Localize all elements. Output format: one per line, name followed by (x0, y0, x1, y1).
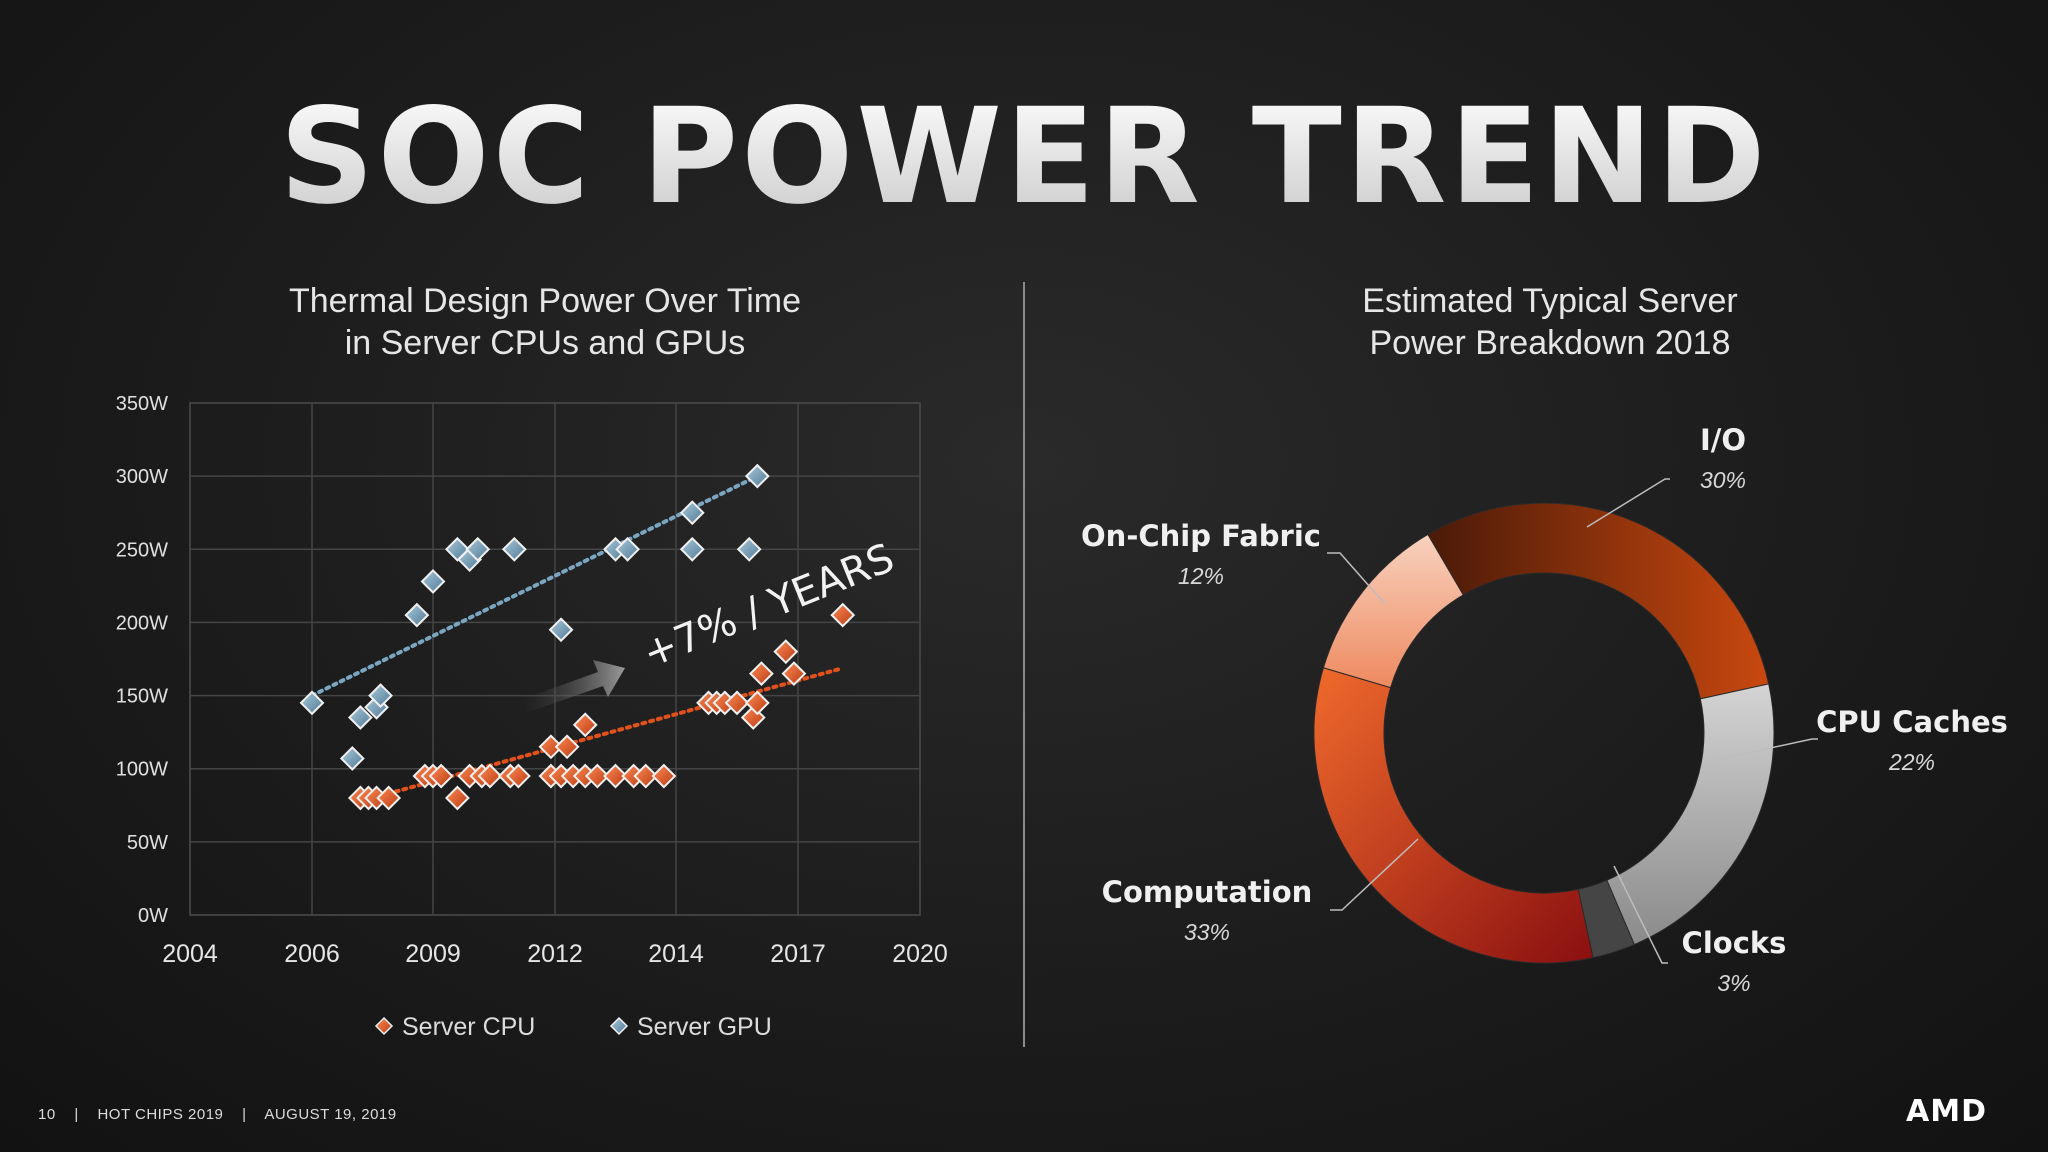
y-tick-label: 100W (116, 759, 168, 781)
legend-gpu-label: Server GPU (637, 1013, 772, 1041)
gpu-trendline (310, 474, 760, 698)
gpu-point (501, 536, 527, 562)
legend-gpu-marker (609, 1016, 629, 1036)
pct-clocks: 3% (1717, 970, 1750, 996)
slide-title: SOC POWER TREND (0, 80, 2048, 234)
y-tick-label: 250W (116, 539, 168, 561)
x-tick-label: 2006 (284, 940, 340, 968)
leader-line-computation (1330, 838, 1419, 911)
donut-slice-io (1427, 502, 1770, 700)
y-tick-label: 300W (116, 466, 168, 488)
gpu-point (420, 569, 446, 594)
footer-event: HOT CHIPS 2019 (97, 1106, 224, 1123)
x-tick-label: 2017 (770, 940, 826, 968)
x-tick-label: 2020 (892, 940, 948, 968)
cpu-point (505, 763, 531, 789)
cpu-point (744, 690, 770, 716)
donut-slice-on-chip-fabric (1322, 533, 1464, 689)
cpu-point (538, 734, 564, 760)
gpu-point (465, 536, 491, 562)
x-tick-label: 2004 (162, 940, 218, 968)
label-on-chip-fabric: On-Chip Fabric (1081, 519, 1321, 553)
legend-cpu-marker (374, 1016, 394, 1036)
gpu-point (299, 690, 325, 716)
vertical-divider (1023, 282, 1025, 1047)
donut-slice-computation (1313, 667, 1594, 964)
leader-line-cpu-caches (1705, 738, 1818, 763)
cpu-point (633, 763, 659, 789)
cpu-point (444, 785, 470, 811)
gpu-point (368, 683, 393, 708)
gpu-point (347, 705, 373, 730)
y-tick-label: 0W (138, 905, 168, 927)
cpu-point (830, 602, 856, 628)
x-tick-label: 2009 (405, 940, 461, 968)
cpu-point (428, 763, 454, 789)
y-tick-label: 50W (127, 832, 168, 854)
label-io: I/O (1700, 423, 1746, 457)
cpu-point (584, 763, 610, 789)
footer-page-number: 10 (38, 1106, 56, 1123)
x-tick-label: 2014 (648, 940, 704, 968)
pct-io: 30% (1700, 467, 1746, 493)
footer-date: AUGUST 19, 2019 (264, 1106, 397, 1123)
footer-separator: | (74, 1106, 79, 1123)
gpu-point (615, 536, 641, 562)
cpu-point (781, 661, 807, 687)
trend-arrow (520, 660, 625, 713)
leader-line-clocks (1613, 865, 1668, 964)
leader-line-on-chip-fabric (1327, 552, 1386, 605)
donut-slice-cpu-caches (1606, 683, 1775, 946)
pct-on-chip-fabric: 12% (1178, 563, 1224, 589)
footer-separator: | (242, 1106, 247, 1123)
gpu-point (744, 463, 770, 489)
amd-logo: AMD (1906, 1094, 1987, 1129)
label-cpu-caches: CPU Caches (1816, 705, 2008, 739)
scatter-chart-title: Thermal Design Power Over Time in Server… (230, 280, 860, 364)
cpu-point (554, 734, 580, 760)
gpu-point (339, 746, 365, 771)
footer: 10 | HOT CHIPS 2019 | AUGUST 19, 2019 (38, 1106, 411, 1123)
leader-line-io (1586, 478, 1670, 528)
y-tick-label: 350W (116, 393, 168, 415)
scatter-title-line1: Thermal Design Power Over Time (288, 282, 802, 320)
pct-cpu-caches: 22% (1888, 749, 1935, 775)
pct-computation: 33% (1184, 919, 1230, 945)
legend-cpu-label: Server CPU (402, 1013, 535, 1041)
cpu-point (603, 763, 628, 789)
x-tick-label: 2012 (527, 940, 583, 968)
donut-title-line2: Power Breakdown 2018 (1369, 324, 1731, 362)
cpu-point (748, 661, 774, 687)
y-tick-label: 150W (116, 686, 168, 708)
gpu-point (404, 602, 430, 628)
gpu-point (548, 617, 574, 643)
cpu-point (651, 763, 677, 789)
cpu-point (477, 763, 503, 789)
scatter-title-line2: in Server CPUs and GPUs (344, 324, 746, 362)
gpu-point (736, 536, 762, 562)
gpu-point (679, 500, 705, 526)
donut-title-line1: Estimated Typical Server (1362, 282, 1738, 320)
cpu-point (572, 712, 598, 738)
donut-chart-title: Estimated Typical Server Power Breakdown… (1300, 280, 1800, 364)
cpu-point (773, 639, 799, 665)
label-clocks: Clocks (1682, 926, 1787, 960)
label-computation: Computation (1102, 875, 1313, 909)
gpu-point (679, 536, 705, 562)
y-tick-label: 200W (116, 612, 168, 634)
cpu-point (724, 690, 750, 716)
cpu-point (376, 785, 402, 811)
